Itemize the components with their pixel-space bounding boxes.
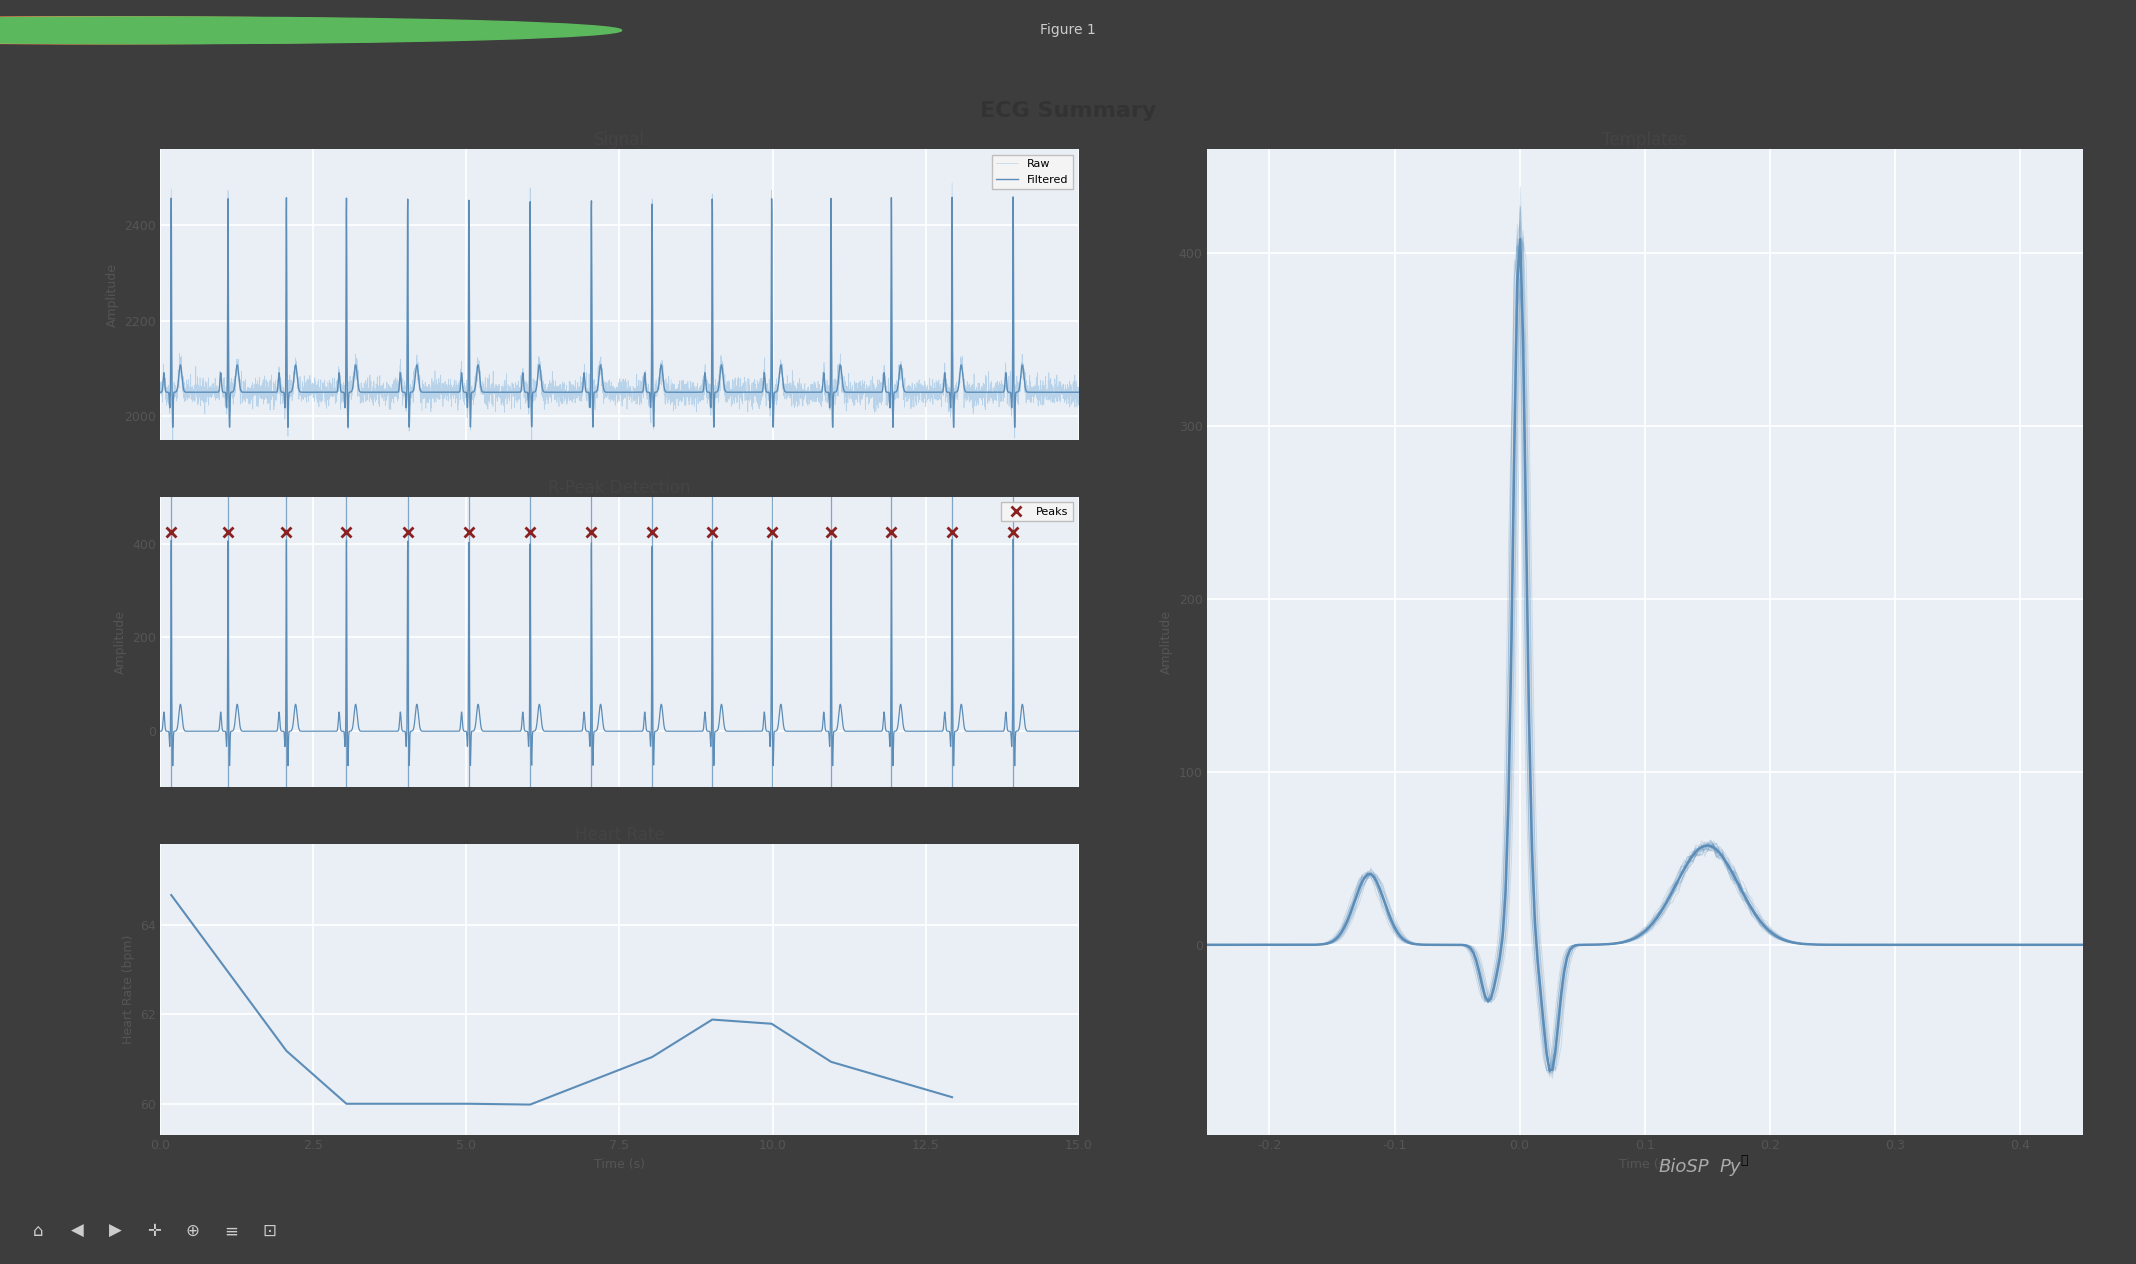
Text: ◀: ◀ — [70, 1222, 83, 1240]
Y-axis label: Amplitude: Amplitude — [1160, 611, 1173, 674]
Title: Heart Rate: Heart Rate — [575, 827, 664, 844]
Text: 🤖: 🤖 — [1741, 1154, 1749, 1167]
Raw — [147, 382, 173, 397]
Circle shape — [0, 16, 581, 44]
Raw — [455, 402, 481, 417]
Raw — [748, 370, 773, 386]
X-axis label: Time (s): Time (s) — [1619, 1158, 1670, 1170]
Filtered — [1000, 190, 1025, 205]
Filtered — [404, 359, 429, 374]
Legend: Raw, Filtered: Raw, Filtered — [991, 154, 1072, 190]
Text: ⊕: ⊕ — [186, 1222, 199, 1240]
Raw — [681, 382, 707, 397]
Filtered — [455, 388, 481, 403]
Circle shape — [0, 16, 540, 44]
Line: Filtered: Filtered — [160, 197, 1079, 427]
Raw — [1066, 383, 1091, 398]
Raw — [814, 383, 839, 398]
Text: ≡: ≡ — [224, 1222, 237, 1240]
X-axis label: Time (s): Time (s) — [594, 1158, 645, 1170]
Line: Raw: Raw — [160, 183, 1079, 445]
Text: ⌂: ⌂ — [34, 1222, 43, 1240]
Filtered — [681, 384, 707, 399]
Circle shape — [0, 16, 622, 44]
Raw — [940, 176, 965, 191]
Y-axis label: Amplitude: Amplitude — [105, 263, 120, 326]
Text: ECG Summary: ECG Summary — [980, 101, 1156, 121]
Title: Templates: Templates — [1602, 131, 1687, 149]
Y-axis label: Heart Rate (bpm): Heart Rate (bpm) — [122, 935, 135, 1044]
Text: Figure 1: Figure 1 — [1040, 23, 1096, 38]
Title: R-Peak Detection: R-Peak Detection — [549, 479, 690, 497]
Raw — [991, 394, 1017, 410]
Y-axis label: Amplitude: Amplitude — [113, 611, 126, 674]
Filtered — [1066, 384, 1091, 399]
Text: BioSP: BioSP — [1658, 1158, 1709, 1176]
Text: Py: Py — [1719, 1158, 1741, 1176]
Filtered — [147, 384, 173, 399]
Text: ⊡: ⊡ — [263, 1222, 276, 1240]
Filtered — [748, 384, 773, 399]
Filtered — [1002, 420, 1027, 435]
Text: ✛: ✛ — [147, 1222, 160, 1240]
Filtered — [989, 384, 1015, 399]
Raw — [160, 437, 186, 453]
Filtered — [814, 384, 839, 399]
Title: Signal: Signal — [594, 131, 645, 149]
Raw — [406, 373, 431, 388]
Legend: Peaks: Peaks — [1002, 502, 1072, 521]
Text: ▶: ▶ — [109, 1222, 122, 1240]
